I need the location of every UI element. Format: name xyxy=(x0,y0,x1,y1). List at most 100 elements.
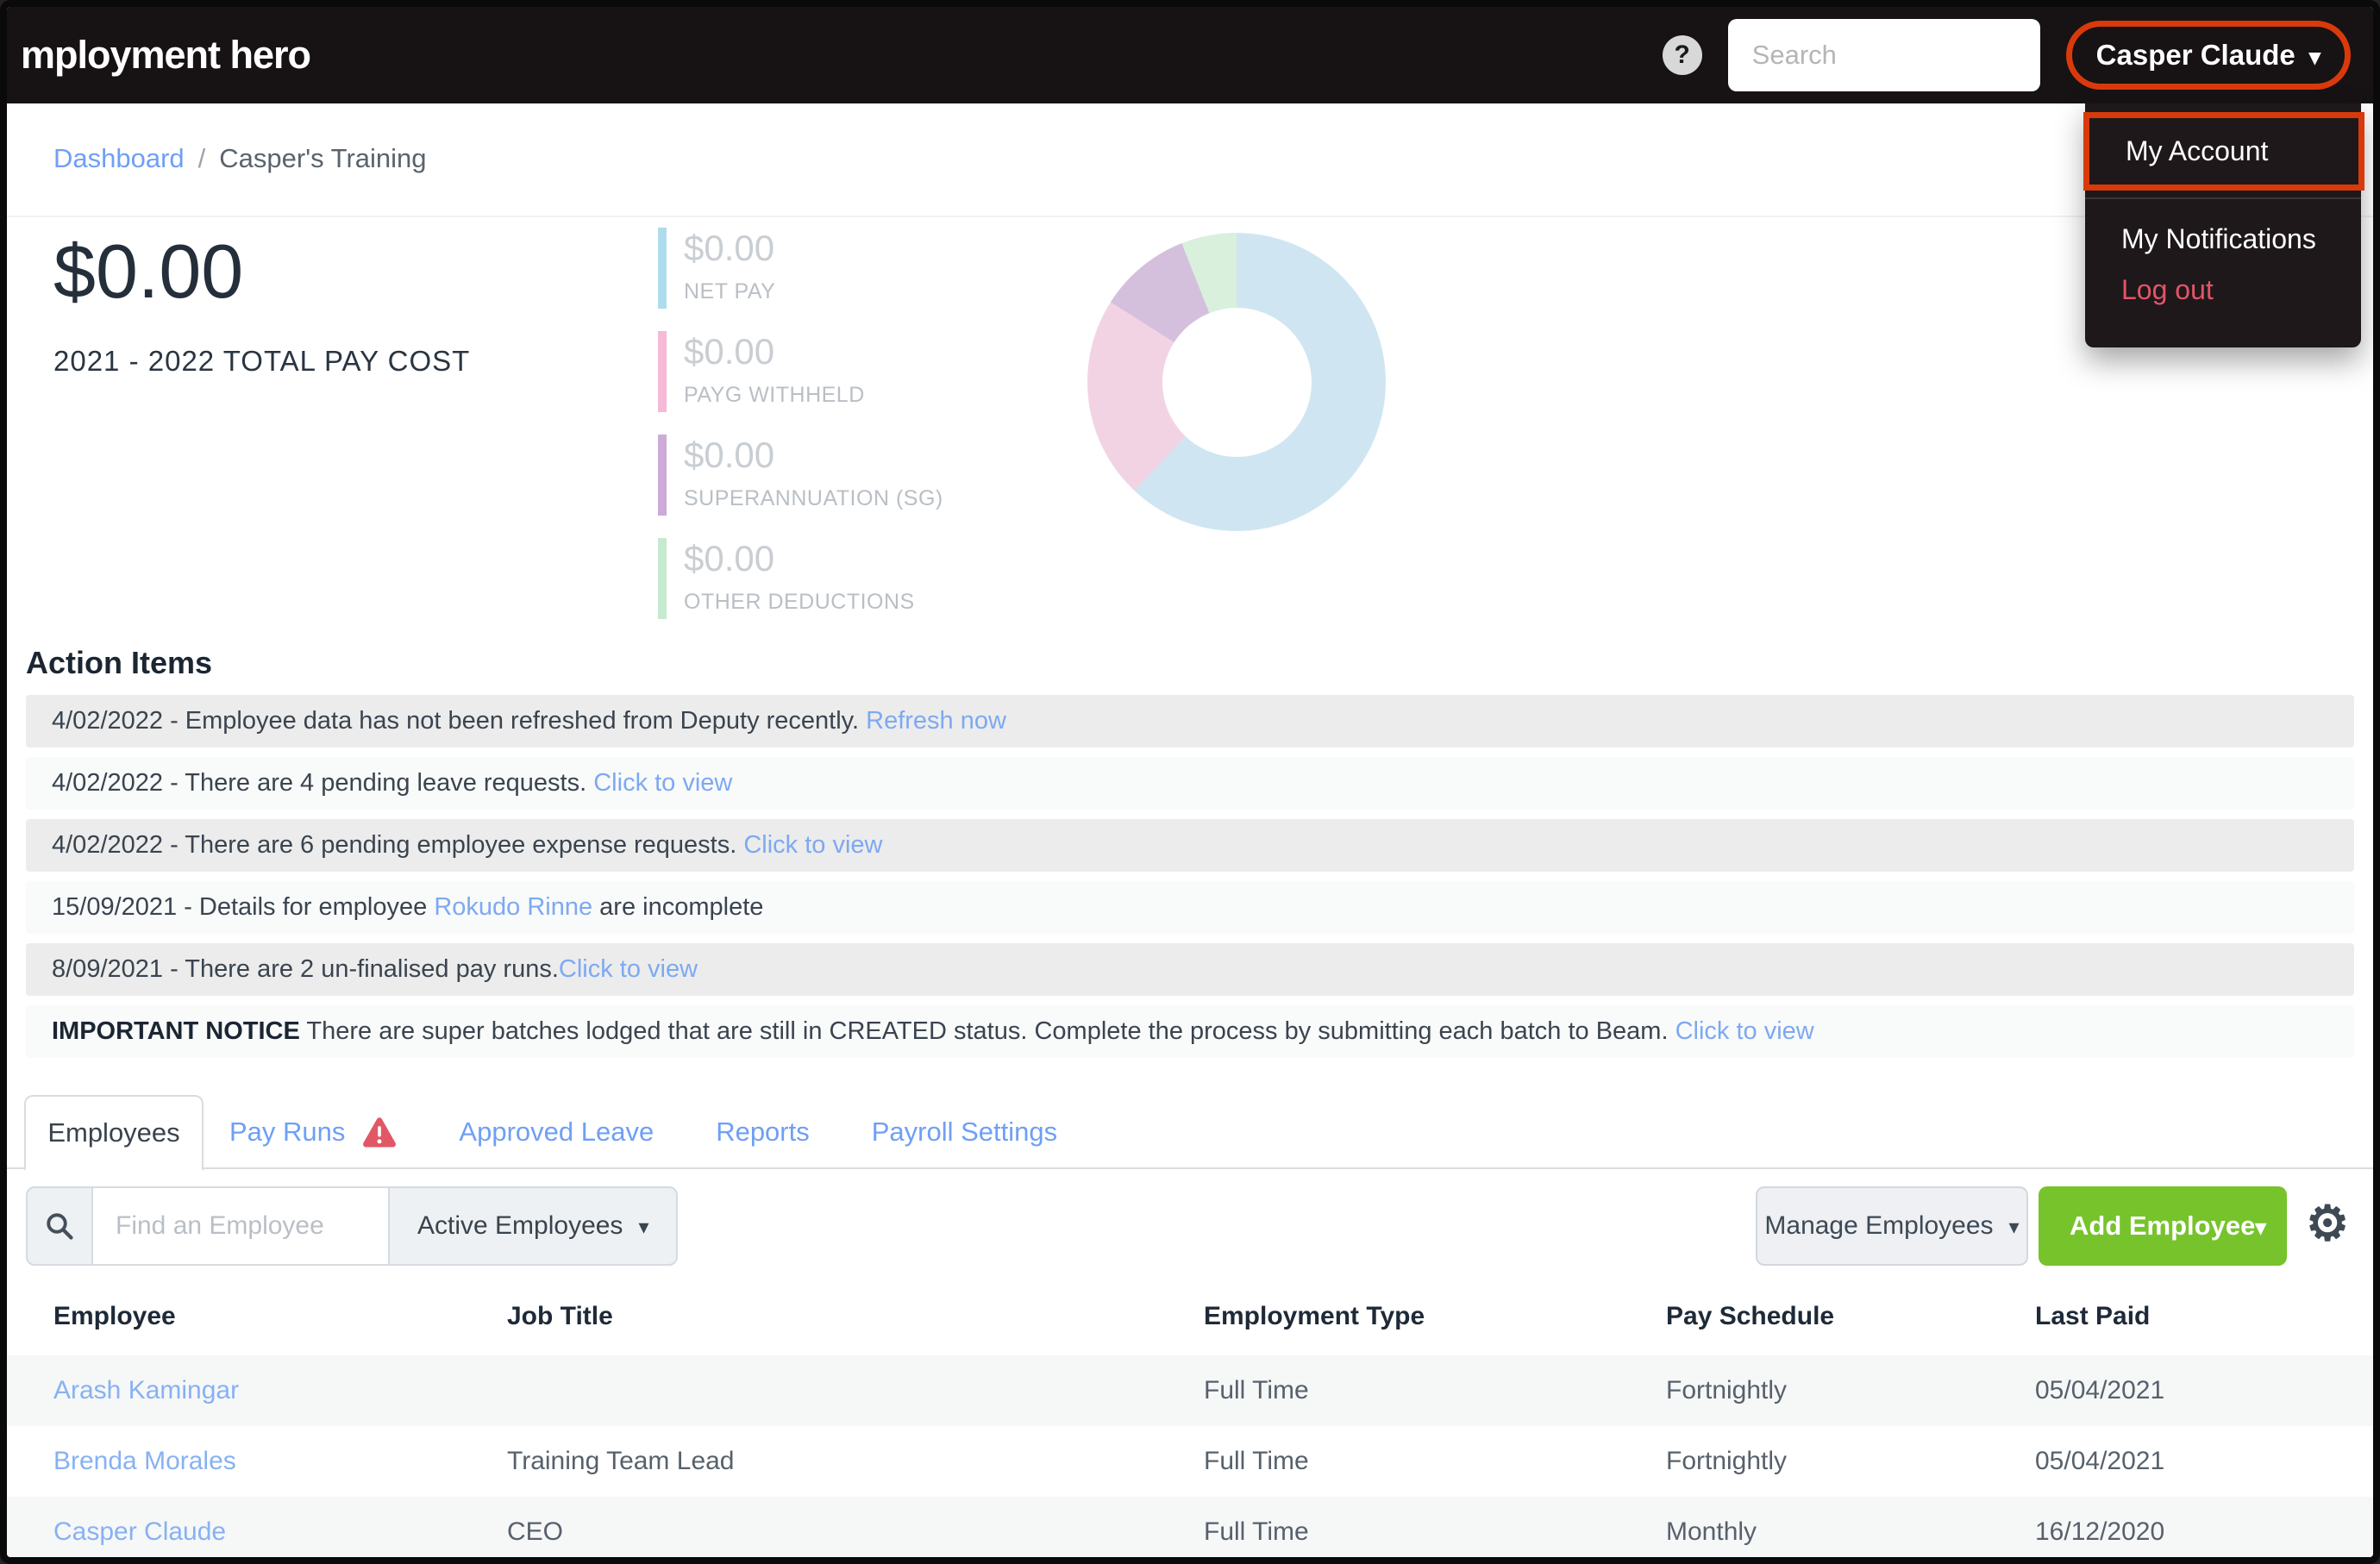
user-dropdown-menu: My Account My Notifications Log out xyxy=(2083,103,2364,347)
search-icon xyxy=(28,1188,91,1264)
stat-value: $0.00 xyxy=(684,228,775,268)
tab-approved-leave[interactable]: Approved Leave xyxy=(459,1117,654,1147)
employment-type-cell: Full Time xyxy=(1204,1447,1309,1475)
important-notice-label: IMPORTANT NOTICE xyxy=(52,1017,300,1045)
employment-type-cell: Full Time xyxy=(1204,1517,1309,1546)
breadcrumb-current: Casper's Training xyxy=(219,143,427,173)
action-item-text: 4/02/2022 - Employee data has not been r… xyxy=(52,707,867,735)
help-icon[interactable] xyxy=(1662,35,1702,75)
stat-label: NET PAY xyxy=(684,279,776,303)
filter-label: Active Employees xyxy=(417,1211,623,1240)
stat-label: PAYG WITHHELD xyxy=(684,383,865,407)
menu-item-log-out[interactable]: Log out xyxy=(2121,274,2214,305)
last-paid-cell: 16/12/2020 xyxy=(2035,1517,2165,1546)
manage-employees-label: Manage Employees xyxy=(1764,1211,1994,1240)
employment-type-cell: Full Time xyxy=(1204,1376,1309,1404)
tab-employees[interactable]: Employees xyxy=(24,1095,204,1171)
gear-icon[interactable] xyxy=(2306,1195,2349,1252)
global-search-input[interactable] xyxy=(1727,19,2040,91)
table-row: Arash Kamingar Full Time Fortnightly 05/… xyxy=(7,1355,2373,1426)
menu-item-my-notifications[interactable]: My Notifications xyxy=(2121,223,2316,254)
divider xyxy=(7,216,2373,217)
total-pay-cost-label: 2021 - 2022 TOTAL PAY COST xyxy=(53,345,471,377)
employee-name-link[interactable]: Brenda Morales xyxy=(53,1447,236,1475)
click-to-view-link[interactable]: Click to view xyxy=(1675,1017,1814,1045)
tab-label: Pay Runs xyxy=(229,1117,346,1147)
chevron-down-icon xyxy=(2255,1211,2265,1242)
employee-table-header: Employee Job Title Employment Type Pay S… xyxy=(7,1302,2373,1340)
action-item-text: 4/02/2022 - There are 6 pending employee… xyxy=(52,831,744,859)
menu-item-my-account[interactable]: My Account xyxy=(2083,112,2364,191)
stat-superannuation: $0.00 SUPERANNUATION (SG) xyxy=(658,435,943,516)
action-item-text: 4/02/2022 - There are 4 pending leave re… xyxy=(52,769,594,797)
dashboard-tabs: Employees Pay Runs Approved Leave Report… xyxy=(7,1095,2373,1171)
last-paid-cell: 05/04/2021 xyxy=(2035,1447,2165,1475)
stat-value: $0.00 xyxy=(684,538,775,579)
click-to-view-link[interactable]: Click to view xyxy=(593,769,733,797)
column-pay-schedule: Pay Schedule xyxy=(1666,1302,1835,1330)
employee-filter-dropdown[interactable]: Active Employees xyxy=(390,1188,676,1264)
action-item-row: 4/02/2022 - There are 4 pending leave re… xyxy=(26,757,2354,810)
table-row: Brenda Morales Training Team Lead Full T… xyxy=(7,1426,2373,1497)
job-title-cell: Training Team Lead xyxy=(507,1447,735,1475)
table-row: Casper Claude CEO Full Time Monthly 16/1… xyxy=(7,1497,2373,1557)
column-employment-type: Employment Type xyxy=(1204,1302,1425,1330)
last-paid-cell: 05/04/2021 xyxy=(2035,1376,2165,1404)
employee-table-body: Arash Kamingar Full Time Fortnightly 05/… xyxy=(7,1355,2373,1557)
pay-schedule-cell: Fortnightly xyxy=(1666,1376,1788,1404)
stat-label: SUPERANNUATION (SG) xyxy=(684,486,943,510)
refresh-now-link[interactable]: Refresh now xyxy=(866,707,1006,735)
pay-cost-legend: $0.00 NET PAY $0.00 PAYG WITHHELD $0.00 … xyxy=(658,228,943,619)
action-item-text: 15/09/2021 - Details for employee xyxy=(52,893,435,921)
tab-pay-runs[interactable]: Pay Runs xyxy=(229,1117,397,1148)
employee-rokudo-rinne-link[interactable]: Rokudo Rinne xyxy=(434,893,593,921)
action-item-row: 8/09/2021 - There are 2 un-finalised pay… xyxy=(26,943,2354,996)
stat-payg-withheld: $0.00 PAYG WITHHELD xyxy=(658,331,943,412)
add-employee-button[interactable]: Add Employee xyxy=(2039,1186,2287,1266)
top-nav: mployment hero Casper Claude xyxy=(7,7,2373,103)
action-items-list: 4/02/2022 - Employee data has not been r… xyxy=(26,695,2354,1067)
total-pay-cost-value: $0.00 xyxy=(53,228,244,314)
action-item-row: 15/09/2021 - Details for employee Rokudo… xyxy=(26,881,2354,934)
breadcrumb: Dashboard / Casper's Training xyxy=(53,143,427,174)
column-last-paid: Last Paid xyxy=(2035,1302,2151,1330)
breadcrumb-dashboard-link[interactable]: Dashboard xyxy=(53,143,185,173)
user-name: Casper Claude xyxy=(2095,39,2295,71)
column-employee: Employee xyxy=(53,1302,176,1330)
stat-net-pay: $0.00 NET PAY xyxy=(658,228,943,309)
employee-search-group: Active Employees xyxy=(26,1186,679,1266)
employee-name-link[interactable]: Casper Claude xyxy=(53,1517,227,1546)
stat-other-deductions: $0.00 OTHER DEDUCTIONS xyxy=(658,538,943,619)
tab-reports[interactable]: Reports xyxy=(716,1117,810,1147)
menu-divider xyxy=(2085,197,2361,199)
warning-icon xyxy=(363,1117,397,1147)
action-item-row: 4/02/2022 - Employee data has not been r… xyxy=(26,695,2354,748)
action-item-row: IMPORTANT NOTICE There are super batches… xyxy=(26,1005,2354,1058)
job-title-cell: CEO xyxy=(507,1517,564,1546)
manage-employees-button[interactable]: Manage Employees xyxy=(1756,1186,2028,1266)
stat-label: OTHER DEDUCTIONS xyxy=(684,590,915,614)
column-job-title: Job Title xyxy=(507,1302,613,1330)
add-employee-label: Add Employee xyxy=(2070,1211,2256,1241)
action-items-title: Action Items xyxy=(26,645,213,680)
action-item-text: 8/09/2021 - There are 2 un-finalised pay… xyxy=(52,955,559,983)
action-item-row: 4/02/2022 - There are 6 pending employee… xyxy=(26,819,2354,872)
tab-payroll-settings[interactable]: Payroll Settings xyxy=(871,1117,1058,1147)
stat-value: $0.00 xyxy=(684,331,775,372)
pay-schedule-cell: Monthly xyxy=(1666,1517,1757,1546)
action-item-text: There are super batches lodged that are … xyxy=(299,1017,1675,1045)
action-item-suffix: are incomplete xyxy=(592,893,764,921)
breadcrumb-separator: / xyxy=(197,143,206,173)
employee-name-link[interactable]: Arash Kamingar xyxy=(53,1376,240,1404)
click-to-view-link[interactable]: Click to view xyxy=(558,955,698,983)
chevron-down-icon xyxy=(2309,39,2320,72)
chevron-down-icon xyxy=(2009,1211,2020,1241)
click-to-view-link[interactable]: Click to view xyxy=(743,831,883,859)
user-menu-button[interactable]: Casper Claude xyxy=(2065,21,2351,90)
stat-value: $0.00 xyxy=(684,435,775,475)
chevron-down-icon xyxy=(638,1211,648,1241)
find-employee-input[interactable] xyxy=(91,1188,390,1264)
employment-hero-logo: mployment hero xyxy=(21,33,311,77)
pay-schedule-cell: Fortnightly xyxy=(1666,1447,1788,1475)
